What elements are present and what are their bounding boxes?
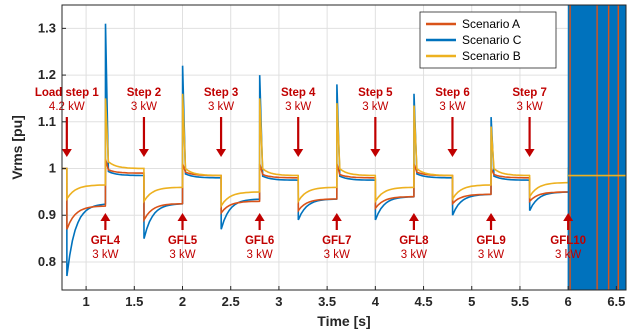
y-tick-label: 0.9 [38, 207, 56, 222]
load-step-label: Step 2 [127, 87, 162, 99]
plot-frame [61, 4, 627, 291]
load-step-arrow-head [138, 149, 149, 157]
gfl-label: GFL5 [168, 235, 198, 247]
x-tick-label: 2.5 [222, 294, 240, 309]
load-step-power: 3 kW [362, 101, 388, 113]
load-step-arrow-head [61, 149, 72, 157]
gfl-power: 3 kW [401, 249, 427, 261]
gfl-arrow-head [486, 213, 497, 221]
y-tick-label: 1 [49, 161, 56, 176]
gfl-label: GFL10 [550, 235, 586, 247]
load-step-arrow-head [293, 149, 304, 157]
gfl-arrow-head [100, 213, 111, 221]
y-tick-label: 1.1 [38, 114, 56, 129]
legend: Scenario A Scenario C Scenario B [419, 11, 557, 69]
load-step-power: 3 kW [131, 101, 157, 113]
x-tick-label: 6.5 [607, 294, 625, 309]
gfl-power: 3 kW [92, 249, 118, 261]
y-tick-label: 1.2 [38, 67, 56, 82]
x-tick-label: 4.5 [414, 294, 432, 309]
y-tick-label: 0.8 [38, 254, 56, 269]
x-tick-label: 1.5 [125, 294, 143, 309]
load-step-arrow-head [524, 149, 535, 157]
gfl-arrow-head [254, 213, 265, 221]
x-tick-label: 6 [565, 294, 572, 309]
gfl-power: 3 kW [478, 249, 504, 261]
gfl-power: 3 kW [555, 249, 581, 261]
load-step-power: 3 kW [285, 101, 311, 113]
gfl-power: 3 kW [169, 249, 195, 261]
gfl-arrow-head [408, 213, 419, 221]
x-tick-label: 5 [468, 294, 475, 309]
load-step-label: Step 4 [281, 87, 316, 99]
gfl-arrow-head [563, 213, 574, 221]
x-tick-label: 5.5 [511, 294, 529, 309]
x-tick-label: 2 [179, 294, 186, 309]
load-step-label: Step 3 [204, 87, 239, 99]
load-step-label: Step 6 [435, 87, 470, 99]
load-step-arrow-head [216, 149, 227, 157]
legend-entry: Scenario A [462, 17, 520, 31]
load-step-label: Step 5 [358, 87, 393, 99]
load-step-power: 3 kW [439, 101, 465, 113]
x-tick-label: 3.5 [318, 294, 336, 309]
annotation-group: Load step 1 4.2 kW Step 2 3 kW Step 3 3 kW Ste… [35, 87, 586, 261]
gfl-power: 3 kW [247, 249, 273, 261]
scenario_b-line [62, 93, 626, 209]
load-step-arrow-head [447, 149, 458, 157]
gfl-power: 3 kW [324, 249, 350, 261]
scenario_a-line [62, 158, 569, 230]
x-tick-label: 4 [372, 294, 380, 309]
x-axis-label: Time [s] [317, 313, 370, 329]
load-step-power: 3 kW [516, 101, 542, 113]
x-tick-label: 3 [275, 294, 282, 309]
legend-entry: Scenario B [462, 49, 521, 63]
data-series [62, 5, 626, 290]
gfl-label: GFL4 [91, 235, 121, 247]
scenario-a-instability [569, 5, 619, 290]
gfl-label: GFL8 [399, 235, 429, 247]
load-step-power: 3 kW [208, 101, 234, 113]
legend-entry: Scenario C [462, 33, 522, 47]
load-step-label: Step 7 [512, 87, 547, 99]
x-tick-label: 1 [82, 294, 89, 309]
axis-ticks: 1 1.5 2 2.5 3 3.5 4 4.5 5 5.5 6 6.5 0.8 0.9 1 1.1 1.2 1.3 [38, 20, 625, 309]
scenario-c-instability [567, 5, 626, 290]
load-step-label: Load step 1 [35, 87, 100, 99]
load-step-power: 4.2 kW [49, 101, 85, 113]
gfl-label: GFL6 [245, 235, 274, 247]
gfl-label: GFL7 [322, 235, 351, 247]
gfl-label: GFL9 [476, 235, 505, 247]
y-tick-label: 1.3 [38, 20, 56, 35]
y-axis-label: Vrms [pu] [9, 115, 25, 180]
gfl-arrow-head [331, 213, 342, 221]
load-step-arrow-head [370, 149, 381, 157]
gfl-arrow-head [177, 213, 188, 221]
